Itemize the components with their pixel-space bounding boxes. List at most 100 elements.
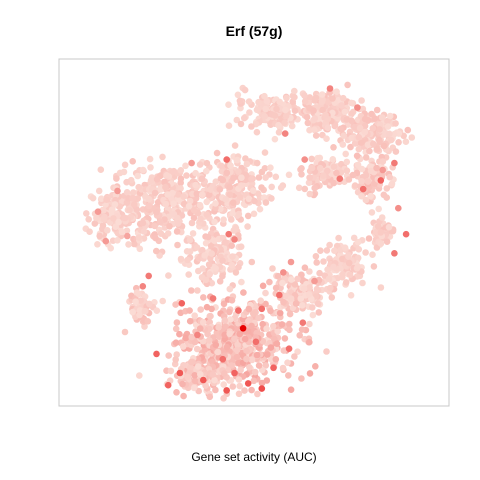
cell-point	[259, 282, 267, 290]
cell-point	[349, 171, 357, 179]
cell-point	[316, 164, 324, 172]
cell-point	[85, 216, 92, 223]
cell-point	[97, 166, 105, 173]
cell-point	[202, 239, 210, 247]
cell-point	[203, 159, 211, 167]
cell-point	[108, 206, 116, 213]
cell-point	[378, 114, 386, 121]
cell-point	[317, 247, 324, 254]
cell-point	[353, 152, 361, 160]
cell-point	[214, 348, 222, 356]
cell-point	[154, 198, 162, 206]
cell-point	[202, 276, 210, 284]
cell-point	[237, 243, 245, 250]
cell-point	[244, 223, 251, 230]
cell-point	[364, 178, 372, 185]
cell-point	[272, 284, 280, 292]
cell-point	[183, 172, 190, 179]
cell-point	[282, 106, 289, 114]
cell-point	[301, 185, 309, 193]
cell-point	[350, 234, 358, 242]
cell-point	[191, 312, 198, 320]
cell-point	[226, 330, 233, 338]
cell-point	[238, 174, 245, 181]
cell-point	[358, 178, 366, 185]
cell-point	[217, 246, 224, 253]
high-activity-point	[281, 130, 289, 137]
cell-point	[202, 382, 209, 389]
cell-point	[194, 363, 202, 370]
cell-point	[369, 125, 377, 132]
cell-point	[365, 235, 373, 242]
cell-point	[237, 120, 245, 128]
cell-point	[333, 88, 340, 95]
cell-point	[228, 362, 235, 369]
high-activity-point	[178, 300, 186, 307]
cell-point	[193, 190, 201, 198]
cell-point	[134, 195, 141, 202]
cell-point	[173, 389, 180, 396]
cell-point	[348, 117, 356, 125]
cell-point	[324, 167, 331, 175]
cell-point	[233, 346, 241, 354]
cell-point	[191, 338, 199, 346]
cell-point	[208, 279, 216, 287]
cell-point	[153, 247, 160, 255]
cell-point	[123, 178, 130, 186]
cell-point	[324, 266, 331, 273]
cell-point	[198, 175, 206, 182]
cell-point	[288, 276, 295, 283]
cell-point	[374, 223, 382, 230]
cell-point	[286, 326, 293, 334]
cell-point	[291, 93, 298, 101]
cell-point	[342, 279, 350, 286]
cell-point	[253, 106, 261, 114]
cell-point	[140, 228, 148, 235]
cell-point	[294, 275, 301, 283]
cell-point	[173, 319, 181, 326]
cell-point	[126, 207, 133, 214]
cell-point	[386, 112, 394, 120]
cell-point	[240, 289, 247, 296]
cell-point	[235, 168, 242, 175]
cell-point	[186, 236, 194, 244]
high-activity-point	[299, 319, 307, 327]
cell-point	[121, 328, 129, 336]
cell-point	[145, 202, 153, 210]
cell-point	[219, 257, 226, 264]
cell-point	[322, 111, 329, 119]
cell-point	[297, 295, 305, 302]
cell-point	[234, 341, 241, 349]
cell-point	[238, 278, 245, 286]
cell-point	[236, 330, 243, 338]
cell-point	[298, 165, 305, 172]
cell-point	[371, 115, 379, 122]
cell-point	[339, 94, 347, 102]
cell-point	[136, 311, 143, 319]
cell-point	[270, 322, 277, 330]
cell-point	[299, 302, 306, 309]
cell-point	[281, 335, 289, 342]
cell-point	[251, 368, 259, 376]
cell-point	[264, 351, 271, 358]
cell-point	[308, 155, 316, 163]
cell-point	[153, 209, 160, 216]
cell-point	[243, 347, 250, 355]
cell-point	[201, 252, 208, 259]
cell-point	[320, 258, 327, 265]
cell-point	[344, 81, 351, 89]
cell-point	[291, 107, 299, 114]
cell-point	[114, 237, 121, 244]
cell-point	[113, 175, 120, 182]
cell-point	[351, 182, 359, 189]
cell-point	[146, 300, 153, 308]
cell-point	[165, 272, 172, 279]
cell-point	[276, 309, 284, 317]
cell-point	[312, 363, 319, 370]
cell-point	[385, 223, 393, 231]
cell-point	[98, 195, 105, 202]
cell-point	[287, 386, 295, 394]
chart-title: Erf (57g)	[226, 23, 283, 39]
cell-point	[141, 308, 149, 315]
cell-point	[133, 289, 141, 296]
